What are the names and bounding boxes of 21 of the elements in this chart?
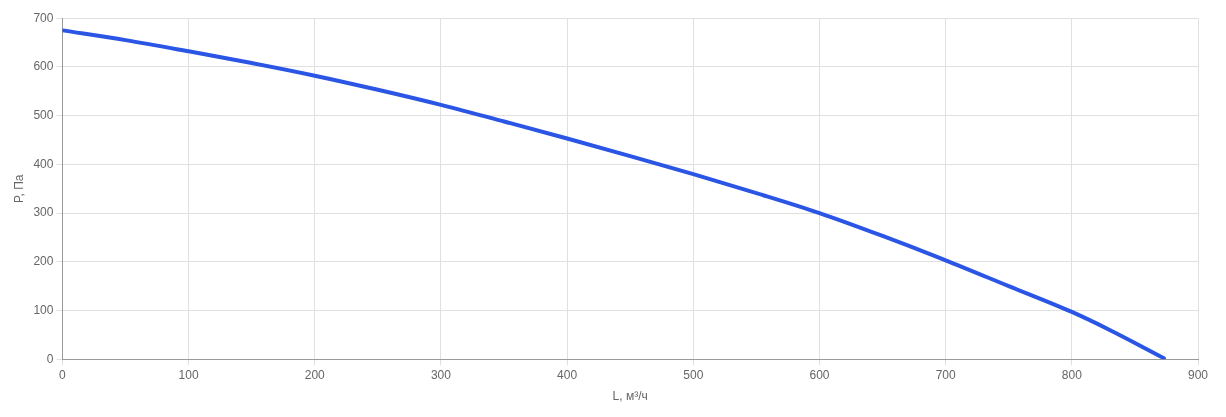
x-tick-label: 100 — [178, 367, 199, 382]
y-tick-label: 500 — [33, 107, 54, 122]
y-tick-label: 700 — [33, 10, 54, 25]
x-tick-label: 900 — [1187, 367, 1209, 382]
x-tick-label: 0 — [59, 367, 67, 382]
x-tick-label: 300 — [430, 367, 452, 382]
x-tick-label: 800 — [1061, 367, 1083, 382]
y-tick-label: 100 — [33, 302, 54, 317]
y-axis-title: P, Па — [11, 174, 26, 203]
y-tick-label: 400 — [33, 156, 54, 171]
y-tick-label: 0 — [46, 351, 54, 366]
y-tick-label: 600 — [33, 59, 54, 74]
x-tick-label: 200 — [304, 367, 326, 382]
line-series — [62, 28, 1166, 360]
y-tick-label: 200 — [33, 254, 54, 269]
x-tick-label: 700 — [935, 367, 956, 382]
x-tick-label: 500 — [683, 367, 704, 382]
x-tick-label: 600 — [809, 367, 830, 382]
x-tick-label: 400 — [557, 367, 578, 382]
y-tick-label: 300 — [33, 205, 54, 220]
x-axis-title: L, м³/ч — [612, 389, 648, 404]
